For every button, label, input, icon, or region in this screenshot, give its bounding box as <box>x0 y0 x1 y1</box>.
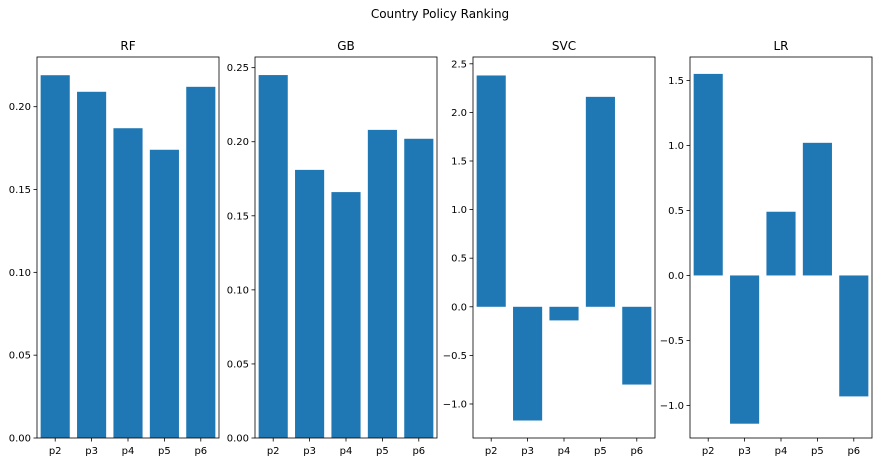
subplot-title: GB <box>337 39 355 53</box>
subplot-title: RF <box>120 39 135 53</box>
subplot-gb: GB 0.00 0.05 0.10 0.15 0.20 0.25 p2 p3 p4 p5 p6 <box>227 39 438 457</box>
y-tick-label: 0.20 <box>9 102 31 113</box>
bar-p3 <box>295 169 325 438</box>
y-tick-label: 1.5 <box>451 156 467 167</box>
x-tick-label: p2 <box>49 446 62 457</box>
subplot-svc: SVC −1.0 −0.5 0.0 0.5 1.0 1.5 2.0 2.5 p2 p3 p4 p5 p6 <box>443 39 656 457</box>
y-tick-label: 1.5 <box>668 76 684 87</box>
bar-p3 <box>513 306 543 421</box>
bar-p5 <box>367 129 397 438</box>
y-tick-label: 0.0 <box>451 302 467 313</box>
bar-p2 <box>258 75 288 438</box>
subplot-title: SVC <box>552 39 576 53</box>
y-tick-label: −0.5 <box>443 351 467 362</box>
bar-p6 <box>622 306 652 385</box>
y-tick-label: 1.0 <box>668 141 684 152</box>
bar-p5 <box>585 96 615 307</box>
x-tick-label: p2 <box>485 446 498 457</box>
y-tick-label: 0.0 <box>668 271 684 282</box>
y-tick-label: 0.20 <box>227 137 249 148</box>
subplot-title: LR <box>773 39 788 53</box>
x-tick-label: p3 <box>303 446 316 457</box>
y-tick-label: 0.00 <box>227 434 249 445</box>
bar-p4 <box>331 192 361 438</box>
y-tick-label: 1.0 <box>451 205 467 216</box>
x-tick-label: p2 <box>702 446 715 457</box>
y-tick-label: 0.25 <box>227 63 249 74</box>
x-tick-label: p5 <box>594 446 607 457</box>
x-tick-label: p3 <box>521 446 534 457</box>
x-tick-label: p6 <box>194 446 207 457</box>
bar-p4 <box>549 306 579 321</box>
x-tick-label: p3 <box>738 446 751 457</box>
y-tick-label: 0.5 <box>668 206 684 217</box>
x-tick-label: p5 <box>376 446 389 457</box>
bar-p3 <box>730 275 760 424</box>
bar-p2 <box>476 75 506 307</box>
bar-p5 <box>149 149 179 438</box>
y-tick-label: 0.05 <box>9 351 31 362</box>
y-tick-label: 0.00 <box>9 434 31 445</box>
x-tick-label: p4 <box>775 446 788 457</box>
x-tick-label: p3 <box>85 446 98 457</box>
y-tick-label: 0.15 <box>9 185 31 196</box>
x-tick-label: p6 <box>847 446 860 457</box>
x-tick-label: p6 <box>412 446 425 457</box>
subplot-rf: RF 0.00 0.05 0.10 0.15 0.20 p2 p3 p4 p5 p6 <box>9 39 220 457</box>
x-tick-label: p2 <box>267 446 280 457</box>
y-tick-label: 0.05 <box>227 359 249 370</box>
figure-title: Country Policy Ranking <box>371 7 509 21</box>
bar-p3 <box>77 91 107 438</box>
bar-p6 <box>404 138 434 438</box>
y-tick-label: 0.10 <box>227 285 249 296</box>
x-tick-label: p4 <box>558 446 571 457</box>
y-tick-label: −0.5 <box>660 336 684 347</box>
y-tick-label: 0.5 <box>451 254 467 265</box>
bar-p6 <box>186 86 216 438</box>
x-tick-label: p4 <box>340 446 353 457</box>
bar-p4 <box>766 211 796 276</box>
subplot-lr: LR −1.0 −0.5 0.0 0.5 1.0 1.5 p2 p3 p4 p5 p6 <box>660 39 873 457</box>
bar-p2 <box>693 73 723 276</box>
bar-p2 <box>40 75 70 438</box>
x-tick-label: p5 <box>811 446 824 457</box>
y-tick-label: 0.10 <box>9 268 31 279</box>
subplots: RF 0.00 0.05 0.10 0.15 0.20 p2 p3 p4 p5 p6 GB 0.00 0.… <box>9 39 873 457</box>
y-tick-label: 2.5 <box>451 59 467 70</box>
x-tick-label: p6 <box>630 446 643 457</box>
y-tick-label: −1.0 <box>443 399 467 410</box>
x-tick-label: p4 <box>122 446 135 457</box>
y-tick-label: −1.0 <box>660 401 684 412</box>
x-tick-label: p5 <box>158 446 171 457</box>
bar-p6 <box>839 275 869 397</box>
y-tick-label: 0.15 <box>227 211 249 222</box>
bar-p5 <box>802 142 832 276</box>
bar-p4 <box>113 128 143 439</box>
y-tick-label: 2.0 <box>451 108 467 119</box>
